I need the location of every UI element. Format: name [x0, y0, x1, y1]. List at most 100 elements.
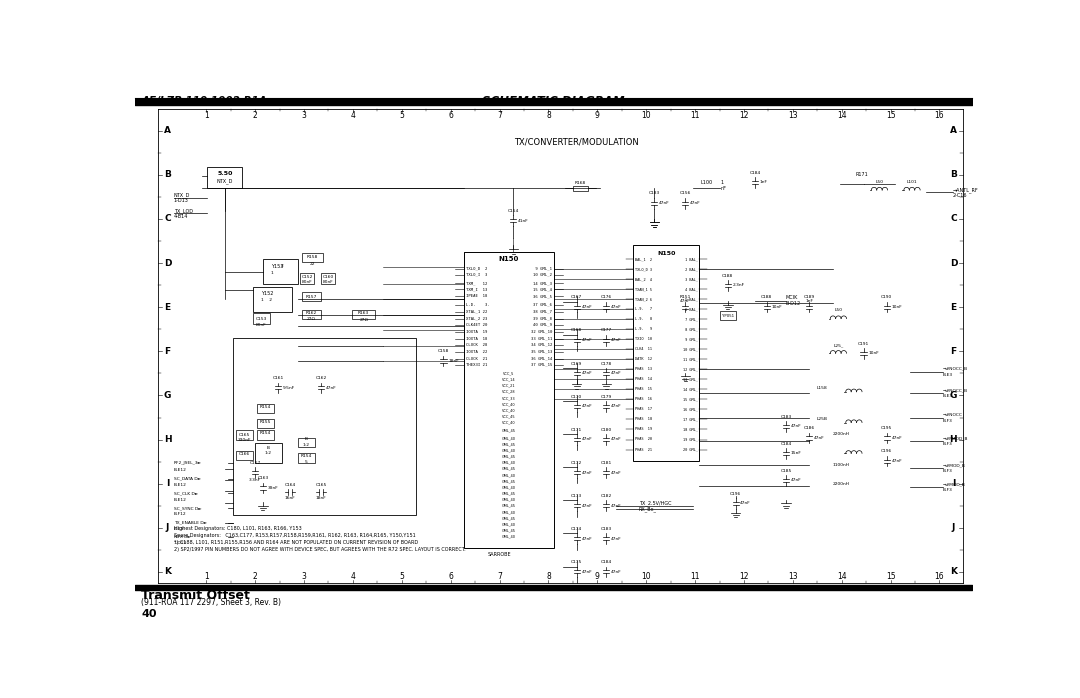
Text: 47nF: 47nF [326, 386, 336, 390]
Text: B: B [305, 438, 308, 442]
Text: 47nF: 47nF [581, 470, 592, 475]
Text: 8 GML_: 8 GML_ [683, 327, 698, 332]
Text: C173: C173 [571, 494, 582, 498]
Text: 15 GML_4: 15 GML_4 [532, 288, 552, 291]
Text: C160: C160 [322, 275, 334, 279]
Text: PHAS  21: PHAS 21 [635, 447, 652, 452]
Text: TXM_   12: TXM_ 12 [465, 281, 487, 285]
Text: 10nF: 10nF [771, 305, 782, 309]
Text: GML_45: GML_45 [502, 429, 516, 432]
Bar [301, 292, 321, 301]
Text: 13: 13 [788, 572, 798, 581]
Text: 47nF: 47nF [891, 459, 902, 463]
Text: K: K [950, 567, 957, 577]
Text: 12: 12 [739, 572, 748, 581]
Bar [301, 310, 321, 320]
Text: L.D.    3.: L.D. 3. [465, 303, 489, 306]
Text: C175: C175 [571, 560, 582, 564]
Text: GML_45: GML_45 [502, 467, 516, 470]
Text: C191: C191 [858, 341, 869, 346]
Text: 47nF: 47nF [581, 371, 592, 376]
Text: 22: 22 [310, 262, 315, 266]
Text: 13: 13 [788, 111, 798, 120]
Text: →#NOCC_B: →#NOCC_B [943, 388, 968, 392]
Text: L.9.   7: L.9. 7 [635, 307, 652, 311]
Text: C184: C184 [781, 442, 792, 445]
Bar [572, 186, 589, 191]
Text: B-E12: B-E12 [174, 468, 187, 472]
Text: GML_45: GML_45 [502, 479, 516, 483]
Text: PHAS  17: PHAS 17 [635, 408, 652, 411]
Text: 36 GML_5: 36 GML_5 [532, 295, 552, 298]
Text: VCC_21: VCC_21 [502, 384, 516, 387]
Text: 47nF: 47nF [611, 570, 622, 574]
Text: B
1:2: B 1:2 [265, 446, 272, 454]
Text: 14 GML_: 14 GML_ [683, 387, 698, 392]
Text: C158: C158 [437, 349, 449, 353]
Text: 3: 3 [301, 111, 307, 120]
Text: C162: C162 [315, 376, 326, 380]
Text: C180: C180 [600, 428, 612, 432]
Text: 11 GML_: 11 GML_ [683, 357, 698, 362]
Text: 47nF: 47nF [611, 504, 622, 507]
Text: C183: C183 [649, 191, 660, 195]
Text: 41nF: 41nF [517, 218, 528, 223]
Text: GML_45: GML_45 [502, 454, 516, 459]
Text: N150: N150 [499, 256, 519, 262]
Bar [321, 273, 335, 284]
Text: 39 GML_8: 39 GML_8 [532, 317, 552, 320]
Text: 36 GML_14: 36 GML_14 [530, 357, 552, 361]
Text: RF2_JSEL_3►: RF2_JSEL_3► [174, 461, 202, 465]
Bar [253, 287, 292, 312]
Text: 2 BAL_: 2 BAL_ [683, 267, 698, 272]
Text: 5 BAL_: 5 BAL_ [683, 297, 698, 302]
Text: 6: 6 [448, 111, 454, 120]
Bar [257, 404, 273, 413]
Bar [298, 454, 314, 463]
Text: PHAS  18: PHAS 18 [635, 417, 652, 422]
Text: C166: C166 [239, 452, 249, 456]
Text: CLK4  11: CLK4 11 [635, 348, 652, 351]
Text: 2200nH: 2200nH [833, 432, 850, 436]
Text: 2.3nF: 2.3nF [732, 283, 744, 288]
Text: 47nF: 47nF [680, 299, 690, 303]
Text: 8: 8 [546, 111, 551, 120]
Text: R155: R155 [259, 419, 271, 424]
Bar [257, 419, 273, 428]
Text: 15: 15 [886, 111, 895, 120]
Text: RX_Bx_: RX_Bx_ [638, 507, 657, 512]
Text: GML_40: GML_40 [502, 436, 516, 440]
Text: 40 GML_9: 40 GML_9 [532, 322, 552, 327]
Text: VCC_28: VCC_28 [502, 389, 516, 394]
Text: CLOCK  21: CLOCK 21 [465, 357, 487, 361]
Text: 34 GML_12: 34 GML_12 [530, 343, 552, 347]
Text: nF: nF [720, 186, 726, 191]
Text: C179: C179 [600, 394, 612, 399]
Text: GML_45: GML_45 [502, 491, 516, 496]
Text: C: C [950, 214, 957, 223]
Text: R154: R154 [259, 431, 271, 436]
Text: C190: C190 [881, 295, 892, 299]
Text: TX_ENABLE D►: TX_ENABLE D► [174, 521, 206, 525]
Text: C196: C196 [881, 450, 892, 454]
Text: 1: 1 [271, 272, 273, 275]
Text: B: B [950, 170, 957, 179]
Text: 39nF: 39nF [268, 486, 279, 490]
Text: F: F [164, 347, 171, 356]
Text: 47nF: 47nF [791, 424, 801, 429]
Text: 47nF: 47nF [581, 338, 592, 342]
Text: B-D12: B-D12 [786, 302, 801, 306]
Text: 47nF: 47nF [814, 436, 825, 440]
Text: 47nF: 47nF [690, 201, 701, 205]
Text: →#PMOD_B: →#PMOD_B [943, 436, 968, 440]
Text: GML_45: GML_45 [502, 528, 516, 533]
Text: B-F3: B-F3 [943, 489, 953, 492]
Text: DATK  12: DATK 12 [635, 357, 652, 362]
Text: 5: 5 [400, 111, 404, 120]
Text: 27Ω: 27Ω [307, 318, 315, 321]
Text: 4-B14: 4-B14 [174, 214, 188, 219]
Text: 1-D13: 1-D13 [174, 198, 189, 203]
Text: →#MOD_B: →#MOD_B [943, 482, 966, 487]
Bar [233, 338, 416, 515]
Text: 37 GML_15: 37 GML_15 [530, 363, 552, 367]
